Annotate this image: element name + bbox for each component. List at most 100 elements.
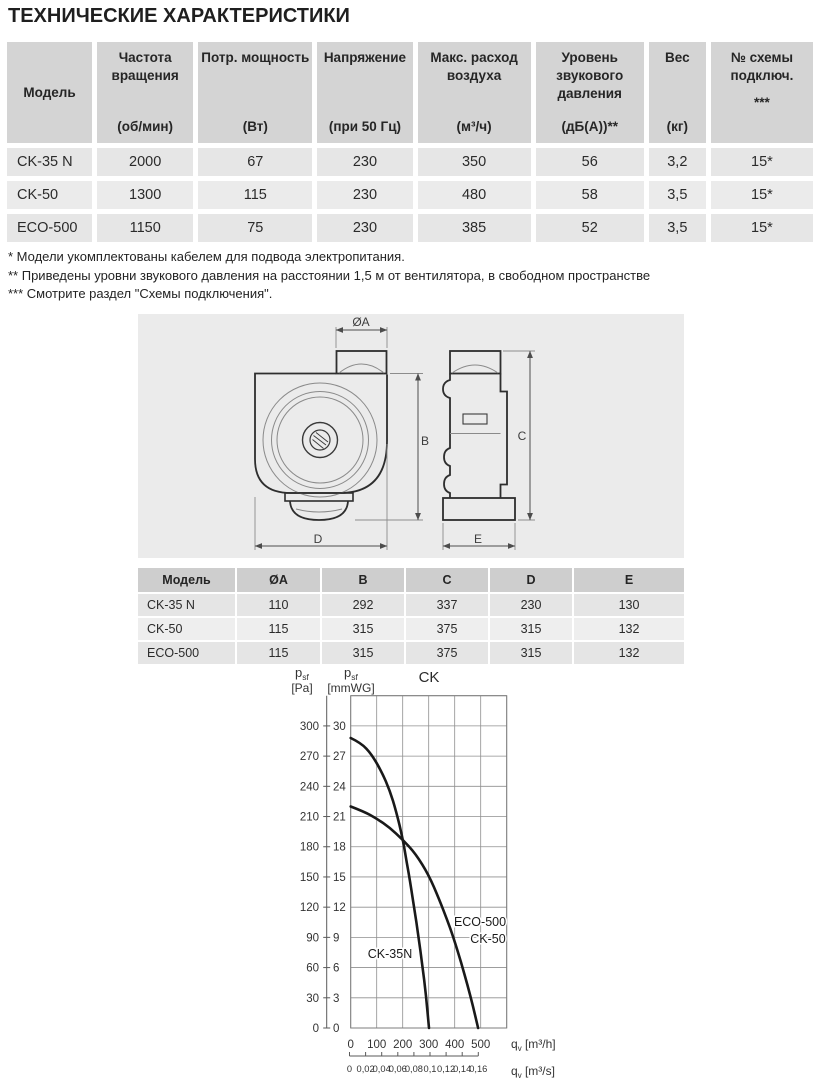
svg-text:300: 300	[300, 721, 319, 733]
table-cell: 230	[490, 594, 572, 616]
table-cell: 3,5	[648, 181, 706, 209]
svg-text:240: 240	[300, 781, 319, 793]
table-cell: CK-35 N	[7, 148, 93, 176]
svg-text:15: 15	[333, 872, 346, 884]
svg-text:210: 210	[300, 812, 319, 824]
table-cell: CK-50	[138, 618, 235, 640]
svg-text:0: 0	[347, 1064, 352, 1074]
svg-text:0,06: 0,06	[389, 1064, 407, 1074]
table-cell: 115	[198, 181, 313, 209]
column-unit: (кг)	[666, 119, 688, 134]
table-cell: 15*	[710, 181, 813, 209]
svg-text:0: 0	[333, 1023, 339, 1035]
svg-text:3: 3	[333, 993, 339, 1005]
footnote: ** Приведены уровни звукового давления н…	[8, 267, 651, 283]
footnote: * Модели укомплектованы кабелем для подв…	[8, 249, 405, 264]
svg-text:0,04: 0,04	[373, 1064, 391, 1074]
dimension-label-b: B	[420, 434, 430, 448]
svg-text:30: 30	[333, 721, 346, 733]
column-unit: ***	[754, 95, 770, 110]
svg-text:12: 12	[333, 902, 346, 914]
table-cell: 56	[535, 148, 644, 176]
dimension-label-e: E	[473, 532, 483, 546]
svg-text:21: 21	[333, 812, 346, 824]
svg-text:24: 24	[333, 781, 346, 793]
svg-text:300: 300	[419, 1039, 438, 1051]
svg-text:[Pa]: [Pa]	[291, 681, 312, 695]
table-cell: 315	[322, 642, 404, 664]
svg-text:120: 120	[300, 902, 319, 914]
column-unit: (при 50 Гц)	[328, 119, 402, 134]
svg-text:9: 9	[333, 932, 339, 944]
column-unit: (дБ(А))**	[561, 119, 618, 134]
performance-chart: 0 30 60 90 120 150 180 210 240 270 300 0 3 6 9 12 15 18 21…	[280, 665, 600, 1091]
table-cell: 1150	[97, 214, 194, 242]
column-unit: (об/мин)	[117, 119, 174, 134]
table-cell: 315	[490, 618, 572, 640]
table-cell: 375	[406, 642, 488, 664]
table-cell: 132	[574, 618, 684, 640]
svg-text:psf: psf	[344, 665, 359, 682]
fan-drawing-linework	[254, 327, 535, 550]
column-title: Напряжение	[323, 50, 407, 65]
spec-col-header-power: Потр. мощность (Вт)	[198, 42, 313, 143]
svg-text:psf: psf	[295, 665, 310, 682]
table-cell: 130	[574, 594, 684, 616]
column-title: Модель	[23, 84, 76, 100]
column-unit: (м³/ч)	[456, 119, 492, 134]
table-cell: 350	[417, 148, 531, 176]
svg-text:[mmWG]: [mmWG]	[327, 681, 374, 695]
svg-text:0,02: 0,02	[357, 1064, 375, 1074]
dim-col-header: Модель	[138, 568, 235, 592]
table-cell: ECO-500	[138, 642, 235, 664]
svg-text:qv [m³/s]: qv [m³/s]	[511, 1064, 555, 1080]
svg-text:0,16: 0,16	[469, 1064, 487, 1074]
table-cell: 3,5	[648, 214, 706, 242]
dim-col-header: B	[322, 568, 404, 592]
svg-text:qv [m³/h]: qv [m³/h]	[511, 1037, 556, 1053]
column-title: Макс. расход воздуха	[430, 50, 518, 83]
column-unit: (Вт)	[242, 119, 268, 134]
table-cell: ECO-500	[7, 214, 93, 242]
table-cell: 315	[322, 618, 404, 640]
svg-text:CK: CK	[419, 669, 440, 686]
table-cell: 2000	[97, 148, 194, 176]
spec-col-header-voltage: Напряжение (при 50 Гц)	[317, 42, 413, 143]
fan-dimensional-drawing: ØA B C D E	[138, 314, 684, 558]
table-cell: 375	[406, 618, 488, 640]
svg-text:500: 500	[471, 1039, 490, 1051]
dimension-label-d: D	[313, 532, 323, 546]
table-cell: 115	[237, 642, 320, 664]
table-cell: 230	[317, 148, 413, 176]
table-cell: 52	[535, 214, 644, 242]
table-cell: 67	[198, 148, 313, 176]
footnote: *** Смотрите раздел "Схемы подключения".	[8, 286, 273, 301]
table-cell: 75	[198, 214, 313, 242]
svg-text:0: 0	[313, 1023, 319, 1035]
column-title: Уровень звукового давления	[556, 50, 624, 101]
table-cell: 315	[490, 642, 572, 664]
table-cell: CK-50	[7, 181, 93, 209]
svg-text:270: 270	[300, 751, 319, 763]
table-cell: 110	[237, 594, 320, 616]
table-cell: 337	[406, 594, 488, 616]
table-cell: 58	[535, 181, 644, 209]
spec-table: Модель Частота вращения (об/мин) Потр. мо…	[7, 42, 813, 242]
spec-col-header-noise: Уровень звукового давления (дБ(А))**	[535, 42, 644, 143]
dim-col-header: D	[490, 568, 572, 592]
svg-text:150: 150	[300, 872, 319, 884]
spec-col-header-weight: Вес (кг)	[648, 42, 706, 143]
table-cell: 15*	[710, 214, 813, 242]
column-title: Потр. мощность	[201, 50, 310, 65]
svg-text:100: 100	[367, 1039, 386, 1051]
table-cell: 230	[317, 181, 413, 209]
performance-chart-canvas: 0306090120150180210240270300036912151821…	[291, 665, 556, 1080]
svg-text:CK-35N: CK-35N	[368, 947, 412, 961]
svg-text:200: 200	[393, 1039, 412, 1051]
dim-col-header: ØA	[237, 568, 320, 592]
spec-col-header-airflow: Макс. расход воздуха (м³/ч)	[417, 42, 531, 143]
svg-text:6: 6	[333, 963, 339, 975]
dimension-label-c: C	[517, 429, 527, 443]
column-title: № схемы подключ.	[730, 50, 794, 83]
